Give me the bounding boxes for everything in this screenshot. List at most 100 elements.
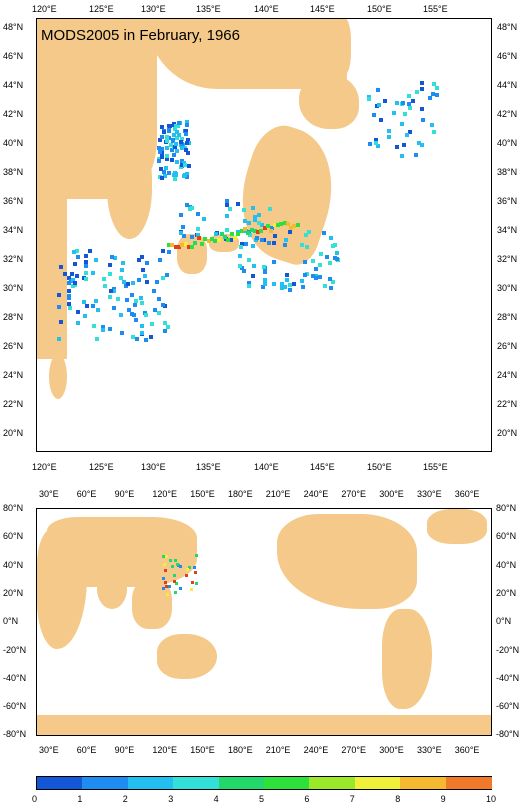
observation-dot — [144, 279, 149, 284]
observation-dot — [162, 577, 166, 581]
observation-dot — [193, 241, 198, 246]
observation-dot — [107, 295, 112, 300]
x-tick-label: 330°E — [417, 489, 442, 499]
map-title: MODS2005 in February, 1966 — [41, 27, 240, 44]
observation-dot — [178, 230, 183, 235]
observation-dot — [165, 592, 169, 596]
observation-dot — [272, 223, 277, 228]
observation-dot — [126, 282, 131, 287]
observation-dot — [157, 158, 162, 163]
y-tick-label: 30°N — [3, 283, 24, 293]
observation-dot — [314, 267, 318, 272]
y-tick-label: 20°N — [3, 428, 24, 438]
observation-dot — [75, 320, 80, 325]
observation-dot — [399, 154, 404, 159]
x-tick-label: 210°E — [265, 489, 291, 499]
colorbar-label: 2 — [122, 794, 128, 804]
observation-dot — [420, 118, 425, 123]
x-tick-label: 140°E — [254, 4, 279, 14]
observation-dot — [76, 309, 81, 314]
observation-dot — [67, 306, 72, 311]
observation-dot — [203, 236, 208, 241]
observation-dot — [190, 206, 195, 211]
observation-dot — [289, 226, 294, 231]
observation-dot — [173, 245, 178, 249]
observation-dot — [301, 285, 306, 290]
observation-dot — [373, 141, 378, 146]
observation-dot — [162, 169, 167, 174]
observation-dot — [174, 136, 179, 141]
observation-dot — [282, 284, 287, 289]
observation-dot — [161, 249, 166, 254]
observation-dot — [236, 231, 241, 236]
y-tick-label: 0°N — [3, 616, 19, 627]
y-tick-label: -60°N — [3, 701, 27, 712]
y-tick-label: 42°N — [3, 109, 24, 119]
observation-dot — [121, 260, 126, 265]
observation-dot — [186, 138, 191, 143]
observation-dot — [405, 133, 410, 138]
observation-dot — [195, 211, 200, 216]
observation-dot — [83, 263, 88, 268]
observation-dot — [263, 281, 268, 286]
observation-dot — [333, 255, 338, 260]
observation-dot — [190, 244, 195, 249]
colorbar-segment — [37, 777, 84, 789]
x-tick-label: 125°E — [89, 4, 114, 14]
observation-dot — [75, 249, 80, 254]
observation-dot — [387, 135, 392, 140]
observation-dot — [266, 223, 270, 228]
observation-dot — [376, 144, 381, 149]
observation-dot — [165, 554, 169, 558]
colorbar-label: 3 — [168, 794, 174, 804]
observation-dot — [327, 261, 332, 266]
observation-dot — [288, 283, 293, 288]
observation-dot — [178, 212, 183, 217]
observation-dot — [124, 283, 129, 288]
observation-dot — [200, 241, 204, 246]
observation-dot — [419, 86, 424, 91]
y-tick-label: 22°N — [497, 399, 518, 409]
observation-dot — [186, 244, 191, 249]
observation-dot — [170, 242, 175, 247]
observation-dot — [158, 149, 163, 154]
korea-peninsula — [107, 139, 152, 239]
observation-dot — [189, 588, 193, 592]
observation-dot — [224, 227, 229, 232]
observation-dot — [172, 126, 177, 131]
observation-dot — [119, 312, 123, 317]
observation-dot — [228, 207, 233, 212]
colorbar-label: 0 — [32, 794, 38, 804]
x-tick-label: 120°E — [32, 462, 57, 472]
observation-dot — [414, 153, 419, 158]
observation-dot — [167, 242, 171, 247]
observation-dot — [250, 274, 255, 279]
observation-dot — [237, 254, 242, 258]
observation-dot — [179, 564, 183, 568]
observation-dot — [164, 135, 169, 139]
y-tick-label: 28°N — [3, 312, 24, 322]
observation-dot — [165, 157, 170, 162]
observation-dot — [415, 89, 420, 94]
observation-dot — [310, 258, 315, 263]
observation-dot — [241, 207, 246, 212]
observation-dot — [303, 272, 308, 277]
observation-dot — [159, 154, 164, 159]
y-tick-label: 36°N — [497, 196, 518, 206]
observation-dot — [108, 271, 113, 276]
observation-dot — [314, 275, 319, 280]
australia — [157, 634, 217, 679]
observation-dot — [196, 227, 201, 232]
observation-dot — [299, 278, 304, 283]
observation-dot — [90, 270, 95, 275]
x-tick-label: 30°E — [39, 489, 59, 499]
observation-dot — [435, 85, 440, 90]
observation-dot — [81, 299, 86, 304]
observation-dot — [96, 308, 101, 313]
observation-dot — [184, 131, 189, 136]
x-tick-label: 130°E — [141, 4, 166, 14]
observation-dot — [238, 244, 243, 249]
observation-dot — [71, 278, 76, 283]
colorbar — [36, 776, 492, 790]
y-tick-label: 60°N — [3, 531, 24, 542]
